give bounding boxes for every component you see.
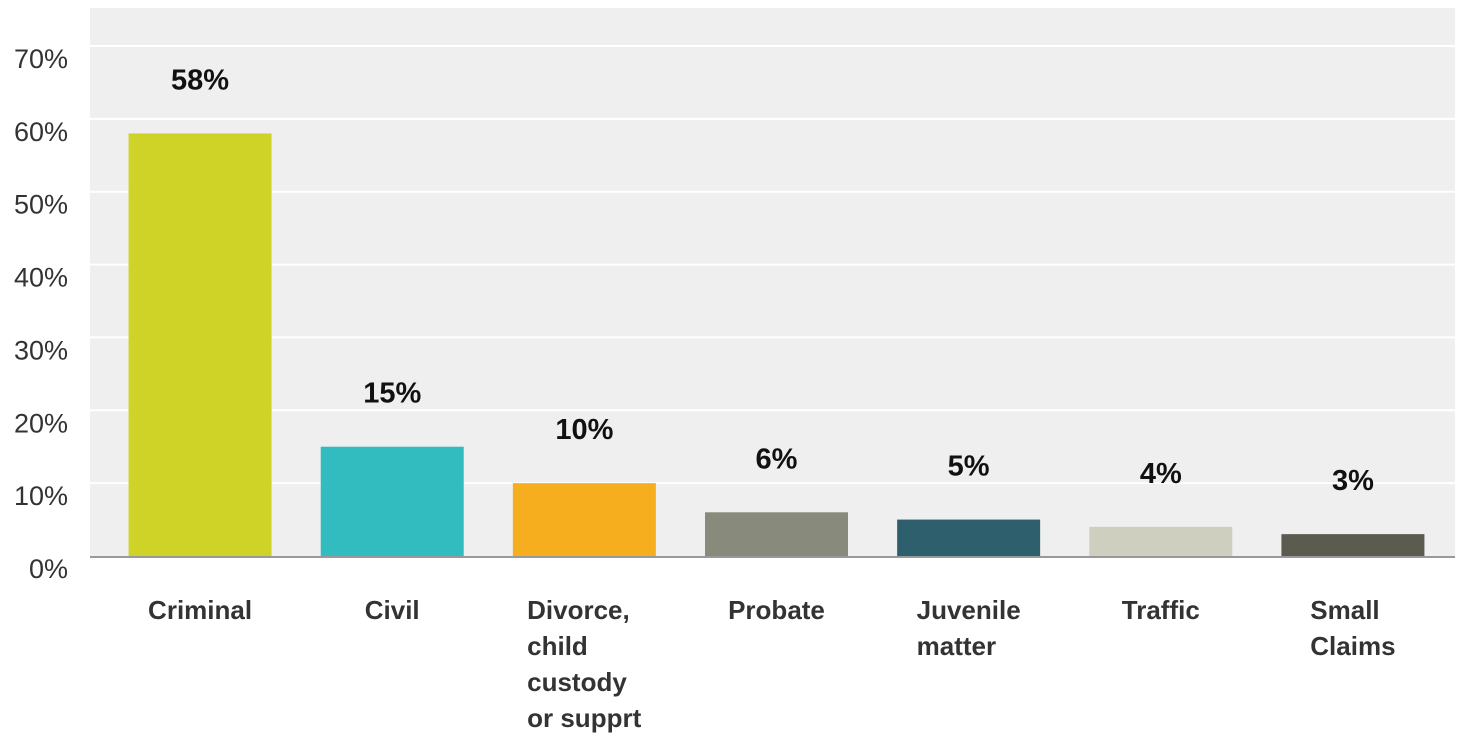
bar: [897, 519, 1041, 556]
bar: [1089, 526, 1233, 556]
gridlines: [90, 45, 1455, 485]
data-label: 6%: [756, 443, 798, 475]
y-tick-label: 70%: [14, 44, 68, 74]
data-label: 3%: [1332, 465, 1374, 497]
data-label: 10%: [555, 414, 613, 446]
data-label: 15%: [363, 378, 421, 410]
y-tick-label: 40%: [14, 263, 68, 293]
x-tick-label: Small Claims: [1310, 595, 1395, 661]
y-tick-label: 30%: [14, 335, 68, 365]
x-tick-label: Criminal: [148, 595, 252, 625]
bars: [128, 133, 1425, 556]
y-axis: 0% 10% 20% 30% 40% 50% 60% 70%: [14, 44, 68, 584]
bar: [705, 512, 848, 556]
y-tick-label: 10%: [14, 481, 68, 511]
data-label: 58%: [171, 64, 229, 96]
y-tick-label: 0%: [29, 554, 68, 584]
x-tick-label: Divorce, child custody or supprt: [527, 595, 641, 733]
y-tick-label: 60%: [14, 117, 68, 147]
x-axis: Criminal Civil Divorce, child custody or supp…: [148, 595, 1396, 733]
data-label: 4%: [1140, 458, 1182, 490]
bar: [320, 446, 464, 556]
bar: [512, 483, 656, 556]
x-tick-label: Traffic: [1122, 595, 1200, 625]
x-tick-label: Probate: [728, 595, 825, 625]
y-tick-label: 50%: [14, 190, 68, 220]
y-tick-label: 20%: [14, 408, 68, 438]
data-label: 5%: [948, 451, 990, 483]
x-tick-label: Civil: [365, 595, 420, 625]
x-tick-label: Juvenile matter: [917, 595, 1021, 661]
bar: [1281, 534, 1425, 556]
plot-background: [90, 8, 1455, 556]
bar: [128, 133, 272, 556]
data-labels: 58% 15% 10% 6% 5% 4% 3%: [171, 64, 1374, 497]
